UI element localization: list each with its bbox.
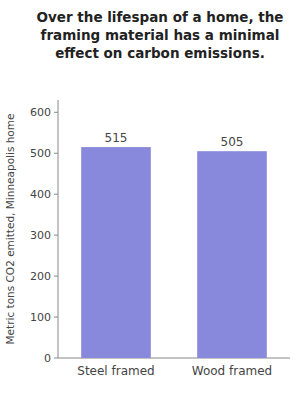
y-tick-label: 300 [30,229,51,242]
bar [81,147,151,358]
y-tick [54,276,58,277]
y-tick-label: 100 [30,311,51,324]
x-tick-label: Wood framed [192,364,272,378]
y-tick [54,112,58,113]
data-label: 505 [221,135,244,149]
y-tick-label: 500 [30,147,51,160]
y-tick [54,317,58,318]
x-tick-label: Steel framed [77,364,154,378]
y-tick [54,358,58,359]
bars [81,147,267,358]
title-line: Over the lifespan of a home, the [37,9,284,25]
title: Over the lifespan of a home, the framing … [37,9,284,61]
title-line: effect on carbon emissions. [55,45,265,61]
chart-svg: Over the lifespan of a home, the framing … [0,0,300,394]
y-axis-label: Metric tons CO2 emitted, Minneapolis hom… [4,114,16,345]
title-line: framing material has a minimal [41,27,280,43]
y-tick [54,194,58,195]
y-tick-label: 600 [30,106,51,119]
bar [197,151,267,358]
y-tick-label: 0 [44,352,51,365]
y-axis [58,100,59,358]
chart-container: Over the lifespan of a home, the framing … [0,0,300,394]
y-tick-label: 200 [30,270,51,283]
y-tick [54,235,58,236]
y-tick [54,153,58,154]
data-label: 515 [105,131,128,145]
y-tick-label: 400 [30,188,51,201]
